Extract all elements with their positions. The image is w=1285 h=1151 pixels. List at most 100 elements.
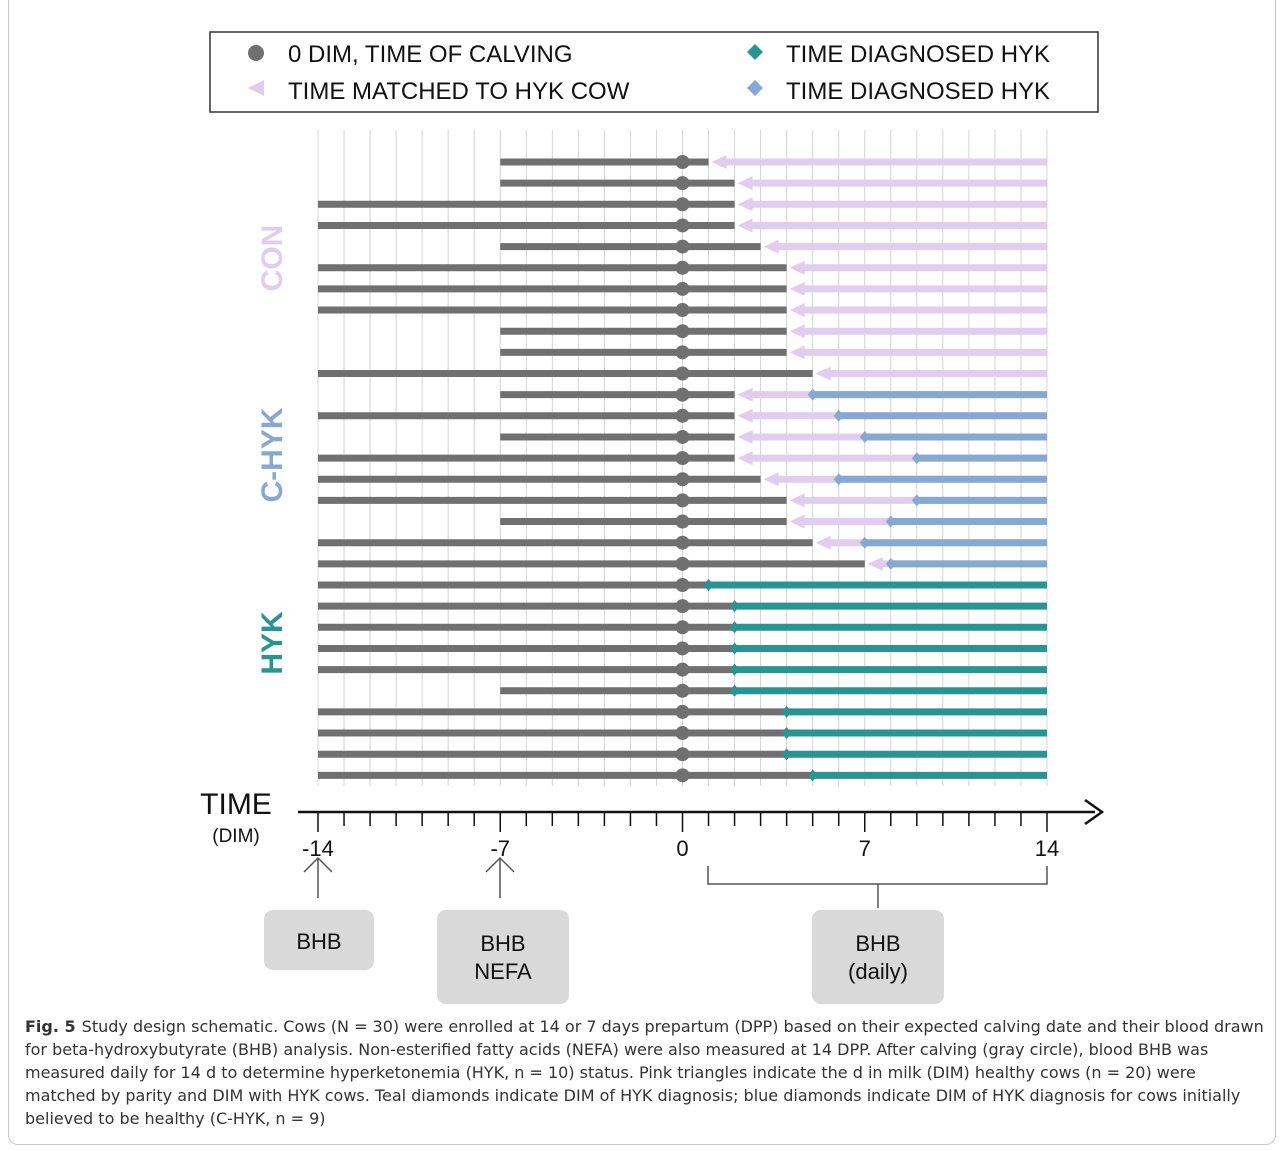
cow-row xyxy=(318,726,1047,741)
calving-marker xyxy=(675,578,690,592)
matched-triangle-marker xyxy=(737,197,753,212)
group-label-c-hyk: C-HYK xyxy=(256,407,289,502)
figure-frame xyxy=(8,0,1276,1145)
sample-box-2-line-2: NEFA xyxy=(474,959,532,984)
diagnosed-diamond-marker xyxy=(781,748,792,761)
cow-row xyxy=(318,747,1047,762)
calving-marker xyxy=(675,704,690,719)
matched-triangle-marker xyxy=(789,514,805,529)
calving-marker xyxy=(675,514,690,529)
calving-marker xyxy=(675,155,690,169)
diagnosed-diamond-marker xyxy=(885,515,896,528)
legend-label-diagnosed-teal: TIME DIAGNOSED HYK xyxy=(786,41,1050,68)
calving-marker xyxy=(675,281,690,296)
axis-tick-label: 7 xyxy=(859,836,871,861)
axis-subtitle: (DIM) xyxy=(212,826,259,847)
diagnosed-diamond-marker xyxy=(807,388,818,401)
matched-triangle-marker xyxy=(737,176,753,191)
legend-triangle-icon xyxy=(248,80,264,96)
cow-row xyxy=(318,281,1047,296)
cow-row xyxy=(500,155,1047,169)
calving-marker xyxy=(675,387,690,402)
cow-row xyxy=(318,303,1047,318)
daily-bracket xyxy=(707,866,1048,908)
diagnosed-diamond-marker xyxy=(729,600,740,613)
matched-triangle-marker xyxy=(737,387,753,402)
calving-marker xyxy=(675,620,690,635)
arrow-7-icon xyxy=(485,856,515,873)
diagnosed-diamond-marker xyxy=(859,430,870,443)
calving-marker xyxy=(675,345,690,360)
axis-arrow-icon xyxy=(1084,798,1105,826)
matched-triangle-marker xyxy=(789,493,805,508)
sample-box-3-line-1: BHB xyxy=(855,931,900,956)
legend: 0 DIM, TIME OF CALVING TIME DIAGNOSED HY… xyxy=(248,41,1050,105)
cow-row xyxy=(318,408,1047,423)
matched-triangle-marker xyxy=(763,472,779,487)
cow-row xyxy=(318,704,1047,719)
legend-box xyxy=(209,31,1099,113)
legend-teal-diamond-icon xyxy=(747,44,763,60)
cow-row xyxy=(500,239,1047,254)
cow-row xyxy=(318,599,1047,614)
diagnosed-diamond-marker xyxy=(781,705,792,718)
cow-row xyxy=(318,260,1047,275)
calving-marker xyxy=(675,726,690,741)
diagnosed-diamond-marker xyxy=(729,642,740,655)
arrow-14-icon xyxy=(303,856,333,873)
cow-row xyxy=(318,366,1047,381)
calving-marker xyxy=(675,747,690,762)
matched-triangle-marker xyxy=(737,451,753,466)
matched-triangle-marker xyxy=(763,239,779,254)
figure-caption: Fig. 5 Study design schematic. Cows (N = … xyxy=(25,1015,1265,1130)
diagnosed-diamond-marker xyxy=(729,663,740,676)
diagnosed-diamond-marker xyxy=(703,579,714,591)
calving-marker xyxy=(675,429,690,444)
calving-marker xyxy=(675,176,690,191)
cow-row xyxy=(318,472,1047,487)
caption-text: Study design schematic. Cows (N = 30) we… xyxy=(25,1017,1264,1128)
calving-marker xyxy=(675,599,690,614)
cow-row xyxy=(318,218,1047,233)
calving-marker xyxy=(675,556,690,571)
axis-title: TIME xyxy=(200,788,272,821)
time-axis: TIME (DIM) -14 -7 0 7 14 xyxy=(200,788,1105,861)
sample-box-3-line-2: (daily) xyxy=(848,959,908,984)
matched-triangle-marker xyxy=(789,260,805,275)
calving-marker xyxy=(675,218,690,233)
matched-triangle-marker xyxy=(789,281,805,296)
cow-row xyxy=(318,662,1047,677)
cow-row xyxy=(318,641,1047,656)
cow-row xyxy=(318,620,1047,635)
diagnosed-diamond-marker xyxy=(807,769,818,782)
diagnosed-diamond-marker xyxy=(911,494,922,507)
cow-row xyxy=(318,493,1047,508)
calving-marker xyxy=(675,324,690,339)
matched-triangle-marker xyxy=(789,324,805,339)
cow-row xyxy=(500,176,1047,191)
legend-circle-icon xyxy=(248,45,264,61)
calving-marker xyxy=(675,472,690,487)
cow-row xyxy=(500,514,1047,529)
diagnosed-diamond-marker xyxy=(885,557,896,570)
matched-triangle-marker xyxy=(815,535,831,550)
diagnosed-diamond-marker xyxy=(729,684,740,697)
legend-blue-diamond-icon xyxy=(747,80,763,96)
diagnosed-diamond-marker xyxy=(859,536,870,549)
calving-marker xyxy=(675,260,690,275)
matched-triangle-marker xyxy=(789,303,805,318)
cow-row xyxy=(500,345,1047,360)
calving-marker xyxy=(675,408,690,423)
cow-row xyxy=(318,197,1047,212)
cow-row xyxy=(500,387,1047,402)
group-label-con: CON xyxy=(256,225,289,292)
axis-tick-label: 14 xyxy=(1035,836,1059,861)
cow-row xyxy=(318,768,1047,783)
calving-marker xyxy=(675,535,690,550)
matched-triangle-marker xyxy=(737,429,753,444)
calving-marker xyxy=(675,239,690,254)
calving-marker xyxy=(675,366,690,381)
matched-triangle-marker xyxy=(815,366,831,381)
diagnosed-diamond-marker xyxy=(833,473,844,486)
sample-box-1: BHB xyxy=(264,910,374,970)
